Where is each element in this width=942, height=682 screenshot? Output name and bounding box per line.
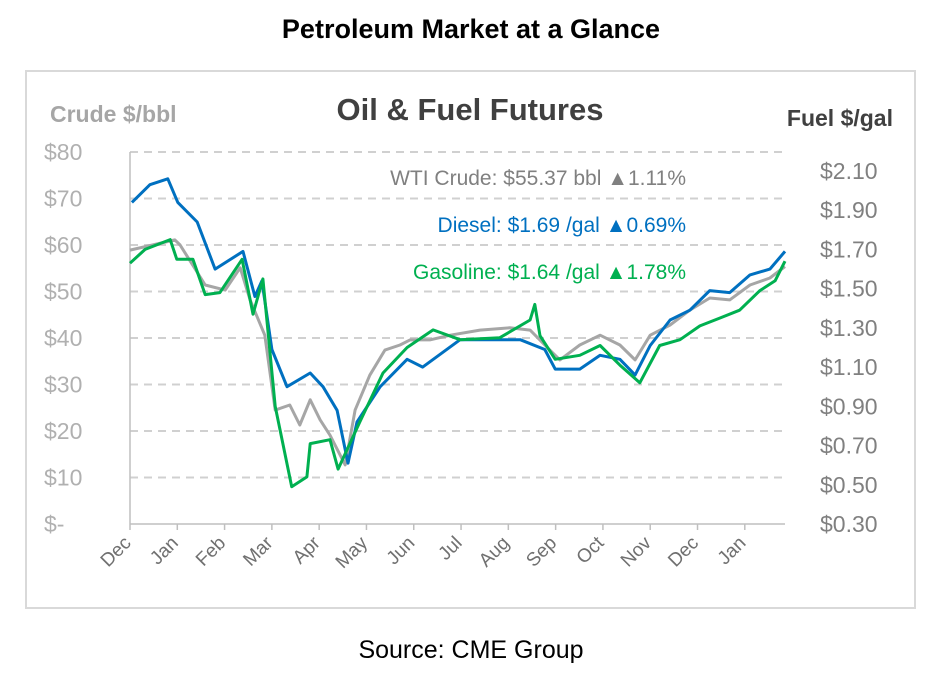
source-note: Source: CME Group (358, 636, 584, 664)
legend-entry: WTI Crude: $55.37 bbl ▲1.11% (390, 167, 686, 190)
y2-tick-label: $1.10 (820, 354, 878, 380)
legend-label: Gasoline: (413, 261, 508, 284)
x-tick-label: Jan (714, 533, 751, 570)
y2-tick-label: $1.70 (820, 236, 878, 262)
y2-tick-label: $0.50 (820, 472, 878, 498)
chart-frame (25, 70, 916, 609)
x-tick-label: Nov (617, 532, 656, 571)
legend-change: ▲1.78% (606, 261, 686, 284)
x-tick-label: Jul (435, 533, 467, 565)
y-tick-label: $50 (44, 279, 82, 305)
y-tick-label: $40 (44, 325, 82, 351)
x-tick-label: Jan (146, 533, 183, 570)
legend-change: ▲1.11% (607, 167, 686, 190)
y2-tick-label: $1.30 (820, 315, 878, 341)
legend-text: WTI Crude: $55.37 bbl ▲1.11% (390, 167, 686, 190)
y2-tick-label: $0.30 (820, 511, 878, 537)
y-tick-label: $20 (44, 418, 82, 444)
y-axis-label: Crude $/bbl (50, 101, 177, 127)
legend-entry: Gasoline: $1.64 /gal ▲1.78% (413, 261, 686, 284)
y-tick-label: $10 (44, 465, 82, 491)
page-title: Petroleum Market at a Glance (281, 14, 661, 44)
legend-price: $55.37 bbl (503, 167, 607, 190)
legend-label: WTI Crude: (390, 167, 503, 190)
y-tick-label: $30 (44, 372, 82, 398)
y-tick-label: $80 (44, 139, 82, 165)
y2-tick-label: $0.90 (820, 393, 878, 419)
x-tick-label: Feb (192, 533, 230, 571)
legend-price: $1.69 /gal (508, 214, 606, 237)
legend-entry: Diesel: $1.69 /gal ▲0.69% (438, 214, 686, 237)
legend-price: $1.64 /gal (508, 261, 606, 284)
x-tick-label: Sep (522, 533, 561, 572)
x-tick-label: Jun (383, 533, 420, 570)
y2-axis-label: Fuel $/gal (787, 105, 893, 131)
legend-label: Diesel: (438, 214, 508, 237)
x-tick-label: Oct (573, 532, 609, 568)
x-tick-label: May (332, 532, 373, 573)
x-tick-label: Dec (664, 533, 703, 572)
y2-tick-label: $0.70 (820, 433, 878, 459)
chart-title: Oil & Fuel Futures (337, 92, 604, 127)
x-tick-label: Dec (97, 533, 136, 572)
x-tick-label: Aug (475, 533, 514, 572)
x-tick-label: Apr (289, 532, 325, 568)
series-line-gasoline (128, 238, 787, 489)
legend-text: Gasoline: $1.64 /gal ▲1.78% (413, 261, 686, 284)
y-tick-label: $70 (44, 186, 82, 212)
legend-text: Diesel: $1.69 /gal ▲0.69% (438, 214, 686, 237)
legend-change: ▲0.69% (606, 214, 686, 237)
y2-tick-label: $2.10 (820, 158, 878, 184)
series-line-diesel (130, 177, 787, 465)
y-tick-label: $60 (44, 232, 82, 258)
y2-tick-label: $1.90 (820, 197, 878, 223)
y2-tick-label: $1.50 (820, 276, 878, 302)
x-tick-label: Mar (239, 532, 277, 570)
y-tick-label: $- (44, 511, 64, 537)
